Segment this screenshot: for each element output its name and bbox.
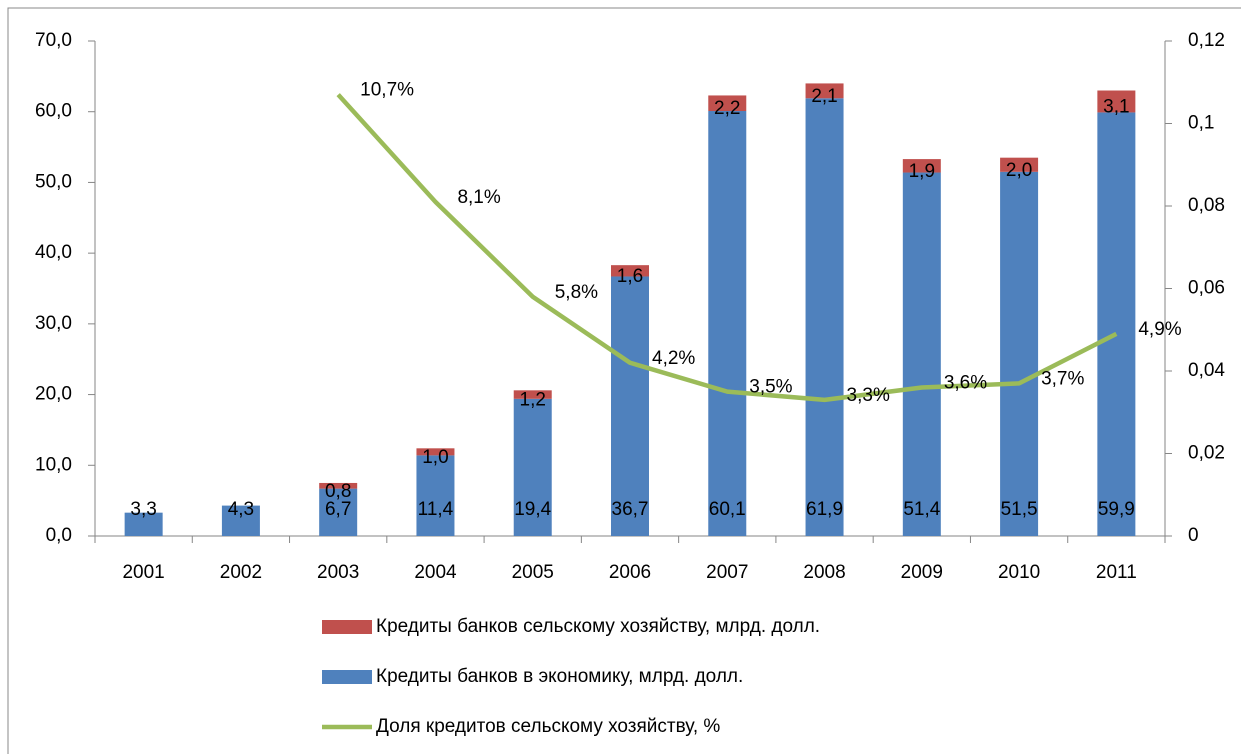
- chart-frame: [7, 7, 1241, 754]
- data-label: 0,8: [325, 481, 351, 502]
- data-label: 2,2: [714, 98, 740, 119]
- legend-swatch: [322, 670, 372, 684]
- legend-label: Доля кредитов сельскому хозяйству, %: [376, 716, 720, 737]
- x-tick-label: 2003: [317, 562, 359, 583]
- bar: [319, 488, 358, 536]
- bar: [1097, 112, 1136, 537]
- data-label: 3,5%: [749, 377, 792, 398]
- bar: [513, 398, 552, 536]
- bar: [902, 159, 941, 173]
- y-tick-label: 10,0: [35, 454, 72, 475]
- data-label: 2,1: [811, 86, 837, 107]
- y-tick-label: 0,0: [46, 525, 72, 546]
- data-label: 3,3: [130, 499, 156, 520]
- data-label: 1,9: [909, 161, 935, 182]
- bar: [611, 265, 649, 277]
- y2-tick-label: 0,08: [1188, 195, 1225, 216]
- x-tick-label: 2006: [609, 562, 651, 583]
- y2-tick-label: 0,04: [1188, 360, 1225, 381]
- bar: [221, 505, 260, 536]
- y2-tick-label: 0,06: [1188, 278, 1225, 299]
- bar: [708, 95, 747, 112]
- y2-tick-label: 0,1: [1188, 113, 1214, 134]
- data-label: 3,7%: [1041, 368, 1084, 389]
- x-tick-label: 2005: [512, 562, 554, 583]
- data-label: 19,4: [514, 499, 551, 520]
- data-label: 1,6: [617, 266, 643, 287]
- y2-tick-label: 0: [1188, 525, 1199, 546]
- bar: [416, 448, 455, 456]
- y-tick-label: 50,0: [35, 171, 72, 192]
- data-label: 2,0: [1006, 160, 1032, 181]
- bar: [805, 83, 844, 99]
- bar: [902, 172, 941, 536]
- data-label: 4,3: [228, 499, 254, 520]
- bar: [1097, 90, 1136, 113]
- data-label: 8,1%: [457, 187, 500, 208]
- y-tick-label: 60,0: [35, 101, 72, 122]
- legend-label: Кредиты банков в экономику, млрд. долл.: [376, 666, 743, 687]
- bar: [416, 455, 455, 536]
- bar: [708, 111, 747, 536]
- data-label: 11,4: [418, 499, 454, 520]
- data-label: 3,3%: [847, 385, 890, 406]
- x-tick-label: 2004: [414, 562, 457, 583]
- y2-tick-label: 0,02: [1188, 443, 1225, 464]
- x-tick-label: 2007: [706, 562, 748, 583]
- legend-label: Кредиты банков сельскому хозяйству, млрд…: [376, 616, 820, 637]
- bar: [1000, 171, 1039, 537]
- line: [336, 93, 1118, 403]
- y-tick-label: 30,0: [35, 313, 72, 334]
- x-tick-label: 2010: [998, 562, 1040, 583]
- bar: [805, 98, 844, 537]
- data-label: 6,7: [325, 499, 351, 520]
- bar: [611, 276, 649, 536]
- x-tick-label: 2002: [220, 562, 262, 583]
- y-tick-label: 40,0: [35, 242, 72, 263]
- data-label: 61,9: [806, 499, 843, 520]
- data-label: 59,9: [1098, 499, 1135, 520]
- data-label: 3,1: [1103, 96, 1129, 117]
- bar: [319, 482, 358, 489]
- data-label: 3,6%: [944, 373, 987, 394]
- bar: [1000, 157, 1039, 172]
- x-tick-label: 2001: [122, 562, 164, 583]
- data-label: 60,1: [709, 499, 746, 520]
- data-label: 4,9%: [1138, 319, 1181, 340]
- x-tick-label: 2008: [803, 562, 845, 583]
- data-label: 51,5: [1001, 499, 1038, 520]
- data-label: 4,2%: [652, 348, 695, 369]
- y-tick-label: 20,0: [35, 384, 72, 405]
- x-tick-label: 2009: [901, 562, 943, 583]
- data-label: 5,8%: [555, 282, 598, 303]
- data-label: 1,0: [422, 447, 448, 468]
- data-label: 10,7%: [360, 80, 414, 101]
- bar: [513, 390, 552, 399]
- data-label: 51,4: [903, 499, 940, 520]
- y-tick-label: 70,0: [35, 30, 72, 51]
- bar: [124, 512, 163, 536]
- y2-tick-label: 0,12: [1188, 30, 1225, 51]
- data-label: 1,2: [520, 390, 546, 411]
- data-label: 36,7: [612, 499, 649, 520]
- legend-swatch: [322, 620, 372, 634]
- x-tick-label: 2011: [1096, 562, 1137, 583]
